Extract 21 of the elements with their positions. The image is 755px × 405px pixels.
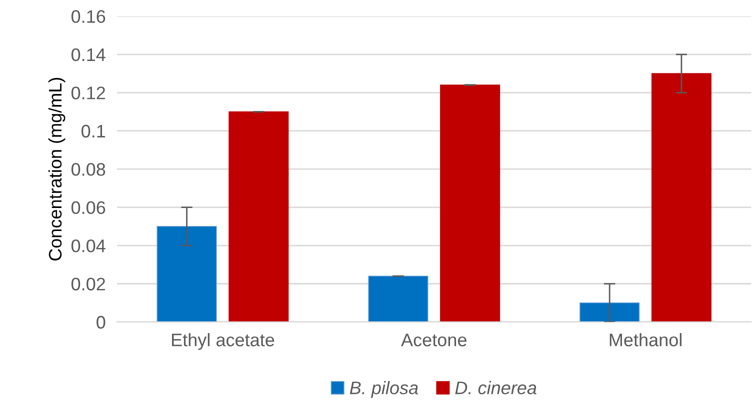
bar [440, 84, 500, 322]
bar [368, 276, 428, 322]
y-tick-label: 0.04 [71, 239, 106, 252]
bar [580, 302, 640, 322]
y-tick-label: 0.16 [71, 10, 106, 23]
bar [228, 111, 289, 322]
y-tick-label: 0.08 [71, 163, 106, 176]
bar [651, 73, 712, 322]
x-tick-label: Methanol [610, 333, 682, 346]
x-tick-label: Ethyl acetate [172, 333, 274, 350]
y-axis-title: Concentration (mg/mL) [48, 78, 66, 260]
legend-label: D. cinerea [455, 381, 536, 394]
y-tick-label: 0.06 [71, 201, 106, 214]
x-tick-label: Acetone [401, 334, 466, 346]
y-tick-label: 0.14 [71, 48, 106, 62]
y-tick-label: 0.02 [71, 278, 106, 290]
y-tick-label: 0.1 [82, 124, 106, 138]
legend-label: B. pilosa [350, 381, 418, 398]
y-tick-label: 0.12 [71, 86, 106, 100]
y-tick-label: 0 [96, 316, 106, 329]
bar [156, 226, 217, 322]
